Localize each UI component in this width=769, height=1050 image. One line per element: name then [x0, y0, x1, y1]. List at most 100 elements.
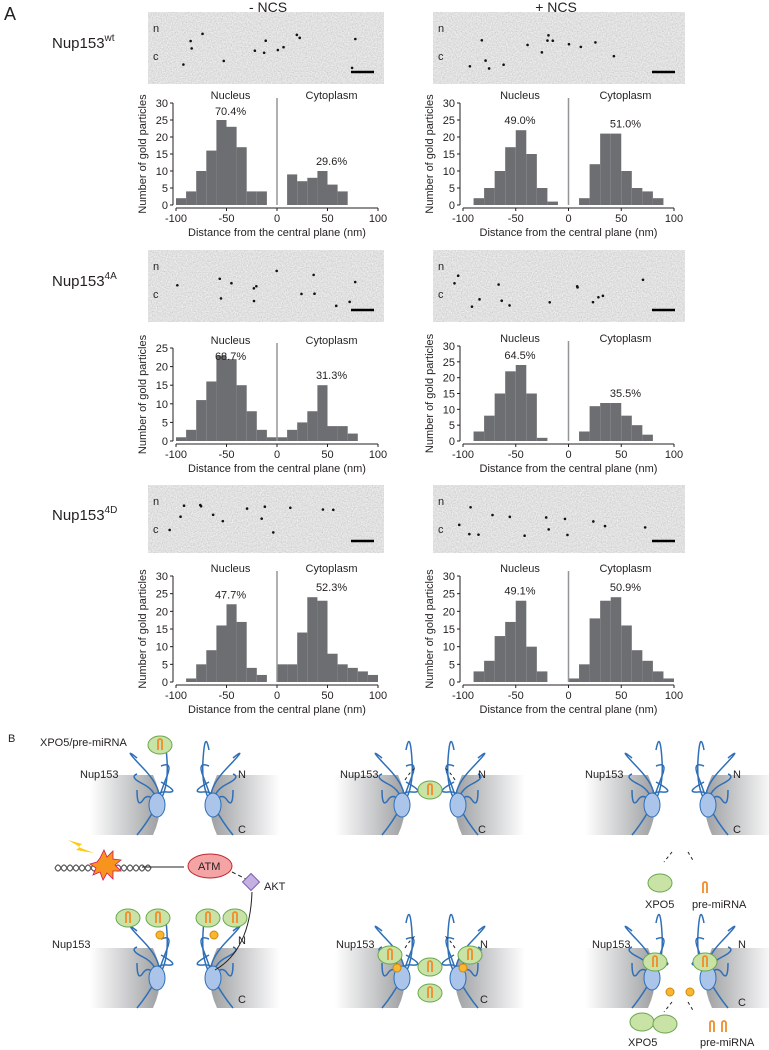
xpo5 [147, 735, 173, 755]
pre-mirna [467, 948, 473, 960]
diagram-label: pre-miRNA [700, 1037, 755, 1049]
region-label: Cytoplasm [306, 90, 358, 102]
bar [589, 618, 601, 682]
gold-particle [275, 269, 278, 273]
xpo5 [642, 952, 668, 972]
region-label: Nucleus [500, 90, 540, 102]
gold-particle [264, 39, 268, 42]
nup-filament [446, 913, 459, 979]
diagram-label: N [238, 769, 246, 781]
micrograph-label: n [153, 496, 159, 508]
gold-particle [601, 294, 605, 298]
diagram-label: XPO5/pre-miRNA [40, 737, 127, 749]
x-tick-label: -50 [219, 690, 235, 702]
bar [277, 437, 288, 441]
y-tick-label: 30 [156, 571, 168, 583]
diagram-label: Nup153 [80, 769, 119, 781]
gold-particle [353, 280, 357, 284]
gold-particle [331, 508, 335, 512]
y-tick-label: 10 [156, 642, 168, 654]
gold-particle [182, 63, 185, 66]
diagram-label: C [733, 824, 741, 836]
micrograph-label: c [438, 51, 444, 63]
y-tick-label: 10 [443, 404, 455, 416]
gold-particle [540, 51, 544, 54]
y-tick-label: 20 [156, 606, 168, 618]
y-tick-label: 20 [156, 362, 168, 374]
percent-label: 31.3% [316, 370, 347, 382]
gold-particle [253, 49, 257, 53]
percent-label: 49.0% [504, 115, 535, 127]
y-axis-label: Number of gold particles [424, 94, 436, 214]
nup-filament [401, 913, 414, 979]
diagram-label: XPO5 [628, 1037, 657, 1049]
bar [337, 664, 348, 682]
y-tick-label: 20 [443, 606, 455, 618]
x-axis-label: Distance from the central plane (nm) [188, 227, 366, 239]
gold-particle [567, 42, 571, 46]
y-tick-label: 20 [443, 373, 455, 385]
row-name: Nup153 [52, 273, 105, 290]
micrograph [433, 485, 685, 553]
x-tick-label: 100 [369, 690, 387, 702]
gold-particle [350, 66, 354, 70]
bar [196, 400, 207, 441]
nup153 [148, 792, 166, 818]
bar [287, 429, 298, 441]
x-axis-label: Distance from the central plane (nm) [480, 704, 658, 716]
x-tick-label: 0 [565, 449, 571, 461]
bar [337, 191, 348, 205]
x-axis-label: Distance from the central plane (nm) [480, 463, 658, 475]
region-label: Cytoplasm [599, 563, 651, 575]
pore-wall [705, 948, 769, 1008]
diagram-label: N [238, 935, 246, 947]
xpo5 [195, 908, 221, 928]
xpo5 [457, 945, 483, 965]
x-tick-label: 0 [565, 213, 571, 225]
arrow [663, 851, 673, 863]
bar [494, 171, 506, 205]
gold-particle [508, 304, 511, 307]
diagram-label: N [480, 939, 488, 951]
gold-particle [579, 45, 583, 49]
bar [494, 393, 506, 441]
nup153 [393, 792, 411, 818]
micrograph [433, 12, 685, 84]
x-axis-label: Distance from the central plane (nm) [188, 463, 366, 475]
gold-particle [168, 528, 171, 532]
percent-label: 50.9% [610, 582, 641, 594]
column-header: + NCS [535, 0, 577, 15]
row-label: Nup1534D [52, 505, 117, 524]
gold-particle [312, 273, 315, 277]
gold-particle [468, 64, 472, 68]
y-tick-label: 20 [156, 132, 168, 144]
x-tick-label: 50 [615, 213, 627, 225]
diagram-label: Nup153 [585, 769, 624, 781]
row-sup: wt [104, 33, 115, 44]
gold-particle [547, 34, 550, 37]
y-tick-label: 25 [443, 589, 455, 601]
gold-particle [245, 507, 249, 510]
row-label: Nup1534A [52, 271, 117, 290]
bar [600, 133, 611, 205]
gold-particle [548, 300, 552, 304]
xpo5 [647, 873, 673, 893]
y-tick-label: 5 [162, 659, 168, 671]
xpo5 [417, 780, 443, 800]
bar [347, 667, 358, 682]
y-axis-label: Number of gold particles [137, 569, 149, 689]
pre-mirna [157, 738, 163, 750]
nup-filament [446, 740, 459, 806]
y-tick-label: 5 [162, 183, 168, 195]
bar [246, 411, 257, 441]
bar [621, 415, 632, 441]
bar [347, 433, 358, 441]
bar [196, 664, 207, 682]
phosphate [155, 930, 165, 940]
bar [505, 621, 516, 682]
y-tick-label: 15 [443, 389, 455, 401]
percent-label: 64.5% [504, 350, 535, 362]
y-tick-label: 30 [443, 98, 455, 110]
y-axis-label: Number of gold particles [424, 569, 436, 689]
bar [631, 188, 643, 205]
